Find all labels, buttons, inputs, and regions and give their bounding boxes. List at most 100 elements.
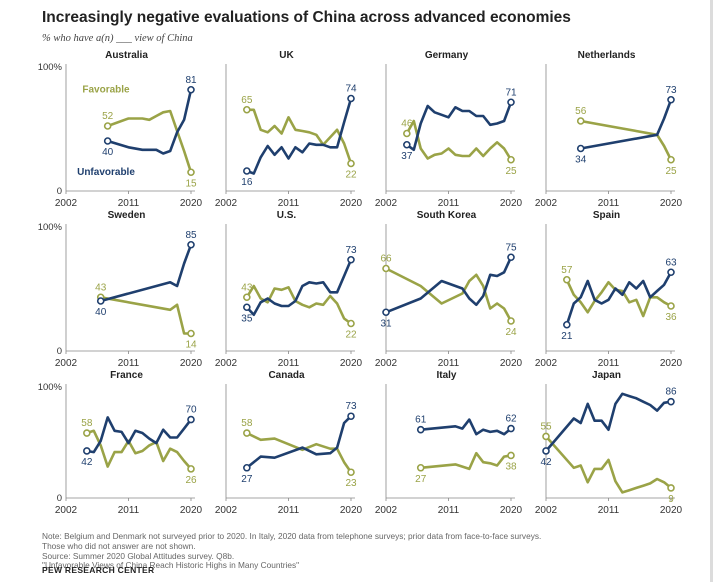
panel-title-uk: UK — [279, 50, 294, 61]
unfavorable-end-marker — [187, 240, 195, 249]
y-axis-zero-label: 0 — [57, 186, 62, 197]
favorable-end-label-uk: 22 — [345, 170, 357, 181]
unfavorable-end-marker — [507, 253, 515, 262]
source-organization: PEW RESEARCH CENTER — [42, 565, 155, 575]
unfavorable-line-uk — [245, 97, 353, 175]
unfavorable-end-marker — [667, 95, 675, 104]
x-tick-label: 2011 — [438, 358, 460, 369]
unfavorable-end-marker — [187, 415, 195, 424]
unfavorable-start-marker — [403, 140, 411, 149]
favorable-end-marker — [507, 451, 515, 460]
unfavorable-end-marker — [667, 268, 675, 277]
unfavorable-start-marker — [243, 303, 251, 312]
unfavorable-start-marker — [416, 425, 425, 434]
source-line: Source: Summer 2020 Global Attitudes sur… — [42, 551, 235, 561]
favorable-start-marker — [243, 105, 251, 114]
unfavorable-start-marker — [576, 144, 585, 153]
unfavorable-series-annotation: Unfavorable — [77, 167, 135, 178]
favorable-end-marker — [347, 159, 355, 168]
favorable-end-marker — [187, 168, 195, 177]
panel-title-u-s-: U.S. — [277, 210, 297, 221]
unfavorable-start-marker — [243, 463, 251, 472]
x-tick-label: 2002 — [535, 505, 558, 516]
unfavorable-start-label-netherlands: 34 — [575, 155, 587, 166]
unfavorable-end-marker — [507, 424, 515, 433]
x-tick-label: 2011 — [438, 198, 460, 209]
unfavorable-line-australia — [106, 88, 193, 155]
favorable-start-marker — [416, 463, 425, 472]
x-tick-label: 2011 — [118, 505, 140, 516]
favorable-start-label-uk: 65 — [241, 95, 253, 106]
panel-title-netherlands: Netherlands — [578, 50, 636, 61]
favorable-end-label-south-korea: 24 — [505, 327, 517, 338]
favorable-end-label-sweden: 14 — [185, 340, 197, 351]
unfavorable-start-label-uk: 16 — [241, 177, 253, 188]
favorable-line-australia — [106, 109, 193, 174]
unfavorable-start-label-u-s-: 35 — [241, 313, 253, 324]
x-tick-label: 2020 — [660, 358, 683, 369]
x-tick-label: 2002 — [215, 198, 238, 209]
unfavorable-end-label-spain: 63 — [665, 257, 677, 268]
panel-title-italy: Italy — [436, 370, 456, 381]
panel-title-spain: Spain — [593, 210, 620, 221]
favorable-start-label-spain: 57 — [561, 265, 573, 276]
unfavorable-start-label-australia: 40 — [102, 147, 114, 158]
unfavorable-end-marker — [667, 397, 675, 406]
panel-title-australia: Australia — [105, 50, 148, 61]
unfavorable-start-marker — [103, 137, 112, 145]
x-tick-label: 2002 — [535, 198, 558, 209]
favorable-line-italy — [419, 451, 513, 471]
favorable-line-germany — [405, 119, 513, 162]
panel-title-canada: Canada — [268, 370, 305, 381]
favorable-end-marker — [347, 468, 355, 477]
favorable-start-marker — [403, 129, 411, 138]
unfavorable-line-netherlands — [579, 98, 673, 150]
note-line-2: Those who did not answer are not shown. — [42, 541, 196, 551]
unfavorable-start-label-sweden: 40 — [95, 307, 107, 318]
unfavorable-end-label-italy: 62 — [505, 414, 517, 425]
favorable-start-marker — [243, 293, 251, 302]
unfavorable-start-label-france: 42 — [81, 457, 93, 468]
unfavorable-end-label-south-korea: 75 — [505, 242, 517, 253]
favorable-line-sweden — [99, 295, 193, 335]
unfavorable-start-marker — [83, 447, 91, 455]
unfavorable-end-label-australia: 81 — [185, 75, 197, 86]
chart-subtitle: % who have a(n) ___ view of China — [42, 33, 193, 44]
page-edge — [710, 0, 713, 582]
x-tick-label: 2020 — [180, 358, 203, 369]
x-tick-label: 2011 — [438, 505, 460, 516]
x-tick-label: 2011 — [278, 198, 300, 209]
unfavorable-start-label-spain: 21 — [561, 331, 573, 342]
panel-title-france: France — [110, 370, 143, 381]
y-axis-top-label: 100% — [38, 222, 63, 233]
favorable-end-marker — [187, 329, 195, 338]
unfavorable-end-marker — [347, 412, 355, 421]
y-axis-top-label: 100% — [38, 62, 63, 73]
favorable-line-spain — [565, 278, 673, 318]
favorable-start-label-south-korea: 66 — [380, 254, 392, 265]
unfavorable-start-label-canada: 27 — [241, 474, 253, 485]
unfavorable-start-label-japan: 42 — [540, 457, 552, 468]
favorable-end-label-germany: 25 — [505, 166, 517, 177]
favorable-line-south-korea — [384, 267, 513, 323]
unfavorable-start-marker — [542, 447, 550, 455]
favorable-end-label-canada: 23 — [345, 478, 357, 489]
unfavorable-start-marker — [382, 308, 390, 317]
favorable-start-label-france: 58 — [81, 418, 93, 429]
x-tick-label: 2002 — [535, 358, 558, 369]
favorable-start-marker — [576, 117, 585, 125]
favorable-start-label-japan: 55 — [540, 421, 552, 432]
unfavorable-line-sweden — [99, 243, 193, 303]
x-tick-label: 2002 — [375, 505, 398, 516]
unfavorable-end-label-uk: 74 — [345, 84, 357, 95]
x-tick-label: 2020 — [340, 505, 363, 516]
favorable-line-netherlands — [579, 119, 673, 162]
favorable-line-uk — [245, 108, 353, 165]
x-tick-label: 2020 — [500, 198, 523, 209]
unfavorable-end-label-france: 70 — [185, 405, 197, 416]
favorable-series-annotation: Favorable — [82, 84, 130, 95]
favorable-end-marker — [667, 484, 675, 492]
x-tick-label: 2002 — [215, 358, 238, 369]
favorable-start-label-italy: 27 — [415, 474, 427, 485]
